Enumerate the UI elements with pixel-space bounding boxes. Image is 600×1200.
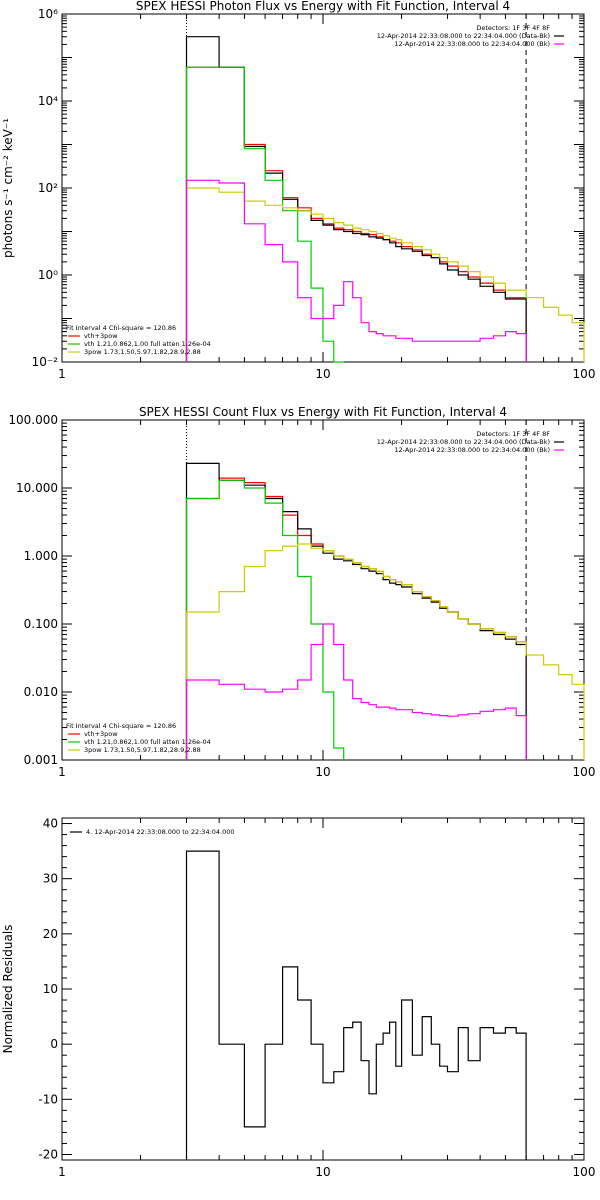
- y-tick-label: 1.000: [24, 549, 58, 563]
- legend-text: 4. 12-Apr-2014 22:33:08.000 to 22:34:04.…: [86, 828, 235, 836]
- y-tick-label: 0.001: [24, 753, 58, 767]
- legend-top-text: Detectors: 1F 3F 4F 8F: [476, 24, 550, 32]
- series-step-1-3: [185, 66, 344, 363]
- legend-top-text: 12-Apr-2014 22:33:08.000 to 22:34:04.000…: [394, 446, 550, 454]
- legend-bottom-text: vth+3pow: [84, 730, 118, 738]
- y-tick-label: -10: [38, 1092, 58, 1106]
- legend-top-text: 12-Apr-2014 22:33:08.000 to 22:34:04.000…: [394, 40, 550, 48]
- y-tick-label: 10⁰: [38, 268, 58, 282]
- x-tick-label: 10: [315, 1165, 330, 1179]
- y-tick-label: 0.100: [24, 617, 58, 631]
- x-tick-label: 100: [573, 367, 596, 381]
- y-tick-label: 10⁶: [38, 7, 58, 21]
- y-tick-label: 40: [43, 817, 58, 831]
- y-tick-label: 0.010: [24, 685, 58, 699]
- legend-bottom-text: vth 1.21,0.862,1.00 full atten 1.26e-04: [84, 738, 211, 746]
- y-tick-label: 100.000: [8, 413, 58, 427]
- series-step-1-4: [185, 187, 585, 362]
- x-tick-label: 1: [58, 765, 66, 779]
- legend-bottom-text: Fit Interval 4 Chi-square = 120.86: [66, 324, 176, 332]
- y-axis-label-1: photons s⁻¹ cm⁻² keV⁻¹: [1, 118, 15, 258]
- legend-top-text: 12-Apr-2014 22:33:08.000 to 22:34:04.000…: [377, 438, 550, 446]
- x-tick-label: 10: [315, 367, 330, 381]
- x-tick-label: 100: [573, 1165, 596, 1179]
- y-tick-label: 10⁻²: [32, 355, 59, 369]
- y-tick-label: 10⁴: [38, 94, 58, 108]
- x-tick-label: 100: [573, 765, 596, 779]
- y-axis-label-3: Normalized Residuals: [1, 925, 15, 1054]
- x-tick-label: 1: [58, 1165, 66, 1179]
- legend-top-text: 12-Apr-2014 22:33:08.000 to 22:34:04.000…: [377, 32, 550, 40]
- y-tick-label: 20: [43, 927, 58, 941]
- y-tick-label: -20: [38, 1147, 58, 1161]
- series-step-2-4: [185, 543, 585, 760]
- series-step-1-5: [185, 179, 527, 362]
- legend-bottom-text: 3pow 1.73,1.50,5.97,1.82,28.9,2.88: [84, 746, 201, 754]
- series-step-2-5: [185, 623, 527, 760]
- x-tick-label: 1: [58, 367, 66, 381]
- legend-bottom-text: Fit Interval 4 Chi-square = 120.86: [66, 722, 176, 730]
- chart-title-2: SPEX HESSI Count Flux vs Energy with Fit…: [139, 405, 507, 419]
- chart-title-1: SPEX HESSI Photon Flux vs Energy with Fi…: [136, 0, 510, 13]
- legend-bottom-text: vth+3pow: [84, 332, 118, 340]
- y-tick-label: 10: [43, 982, 58, 996]
- series-step-3-1: [185, 850, 527, 1160]
- y-tick-label: 10.000: [16, 481, 58, 495]
- legend-bottom-text: 3pow 1.73,1.50,5.97,1.82,28.9,2.88: [84, 348, 201, 356]
- legend-top-text: Detectors: 1F 3F 4F 8F: [476, 430, 550, 438]
- plot-frame-3: [61, 817, 585, 1161]
- series-step-2-3: [185, 479, 345, 760]
- series-step-2-2: [185, 462, 527, 760]
- legend-bottom-text: vth 1.21,0.862,1.00 full atten 1.26e-04: [84, 340, 211, 348]
- y-tick-label: 10²: [38, 181, 58, 195]
- series-step-2-1: [185, 477, 527, 760]
- x-tick-label: 10: [315, 765, 330, 779]
- series-step-1-2: [185, 36, 527, 362]
- y-tick-label: 0: [50, 1037, 58, 1051]
- series-step-1-1: [185, 66, 527, 362]
- y-tick-label: 30: [43, 872, 58, 886]
